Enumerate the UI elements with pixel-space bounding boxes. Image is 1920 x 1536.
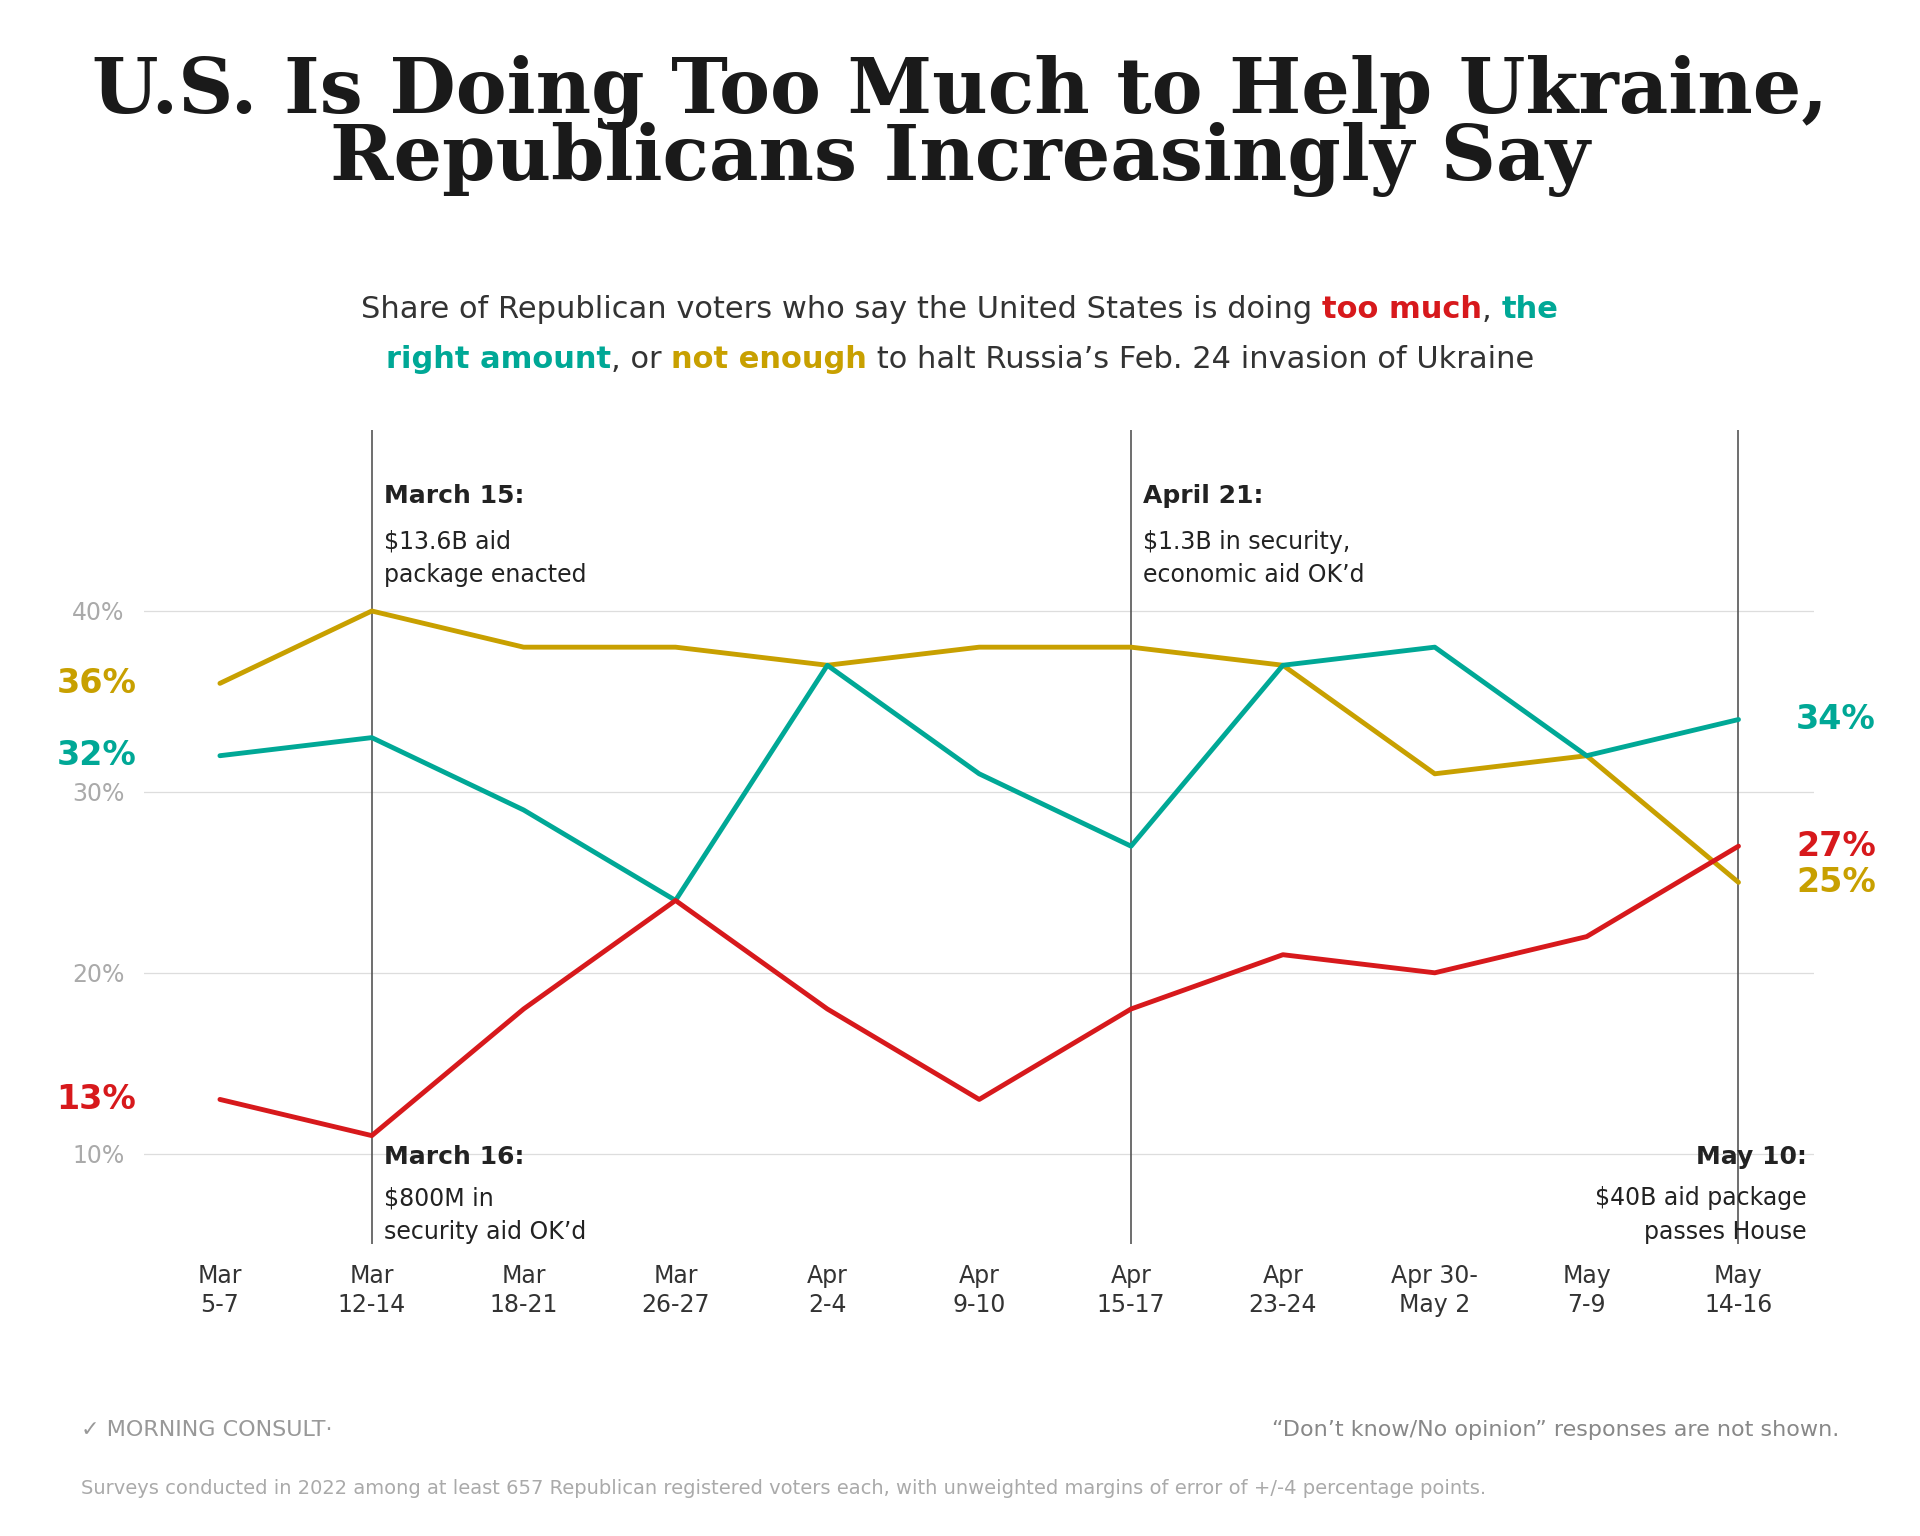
Text: May 10:: May 10: <box>1695 1144 1807 1169</box>
Text: $13.6B aid
package enacted: $13.6B aid package enacted <box>384 530 586 587</box>
Text: 25%: 25% <box>1797 866 1876 899</box>
Text: Surveys conducted in 2022 among at least 657 Republican registered voters each, : Surveys conducted in 2022 among at least… <box>81 1479 1486 1498</box>
Text: ✓ MORNING CONSULT·: ✓ MORNING CONSULT· <box>81 1419 332 1441</box>
Text: the: the <box>1501 295 1559 324</box>
Text: 27%: 27% <box>1797 829 1876 863</box>
Text: “Don’t know/No opinion” responses are not shown.: “Don’t know/No opinion” responses are no… <box>1273 1419 1839 1441</box>
Text: to halt Russia’s Feb. 24 invasion of Ukraine: to halt Russia’s Feb. 24 invasion of Ukr… <box>868 346 1534 375</box>
Text: 34%: 34% <box>1797 703 1876 736</box>
Text: U.S. Is Doing Too Much to Help Ukraine,: U.S. Is Doing Too Much to Help Ukraine, <box>92 55 1828 129</box>
Text: Republicans Increasingly Say: Republicans Increasingly Say <box>330 123 1590 197</box>
Text: not enough: not enough <box>672 346 868 375</box>
Text: March 15:: March 15: <box>384 484 524 508</box>
Text: Share of Republican voters who say the United States is doing: Share of Republican voters who say the U… <box>361 295 1323 324</box>
Text: 13%: 13% <box>58 1083 136 1117</box>
Text: , or: , or <box>611 346 672 375</box>
Text: right amount: right amount <box>386 346 611 375</box>
Text: too much: too much <box>1323 295 1482 324</box>
Text: $800M in
security aid OK’d: $800M in security aid OK’d <box>384 1186 586 1244</box>
Text: March 16:: March 16: <box>384 1144 524 1169</box>
Text: ,: , <box>1482 295 1501 324</box>
Text: 36%: 36% <box>56 667 136 700</box>
Text: 32%: 32% <box>58 739 136 773</box>
Text: April 21:: April 21: <box>1142 484 1263 508</box>
Text: $1.3B in security,
economic aid OK’d: $1.3B in security, economic aid OK’d <box>1142 530 1365 587</box>
Text: $40B aid package
passes House: $40B aid package passes House <box>1596 1186 1807 1244</box>
